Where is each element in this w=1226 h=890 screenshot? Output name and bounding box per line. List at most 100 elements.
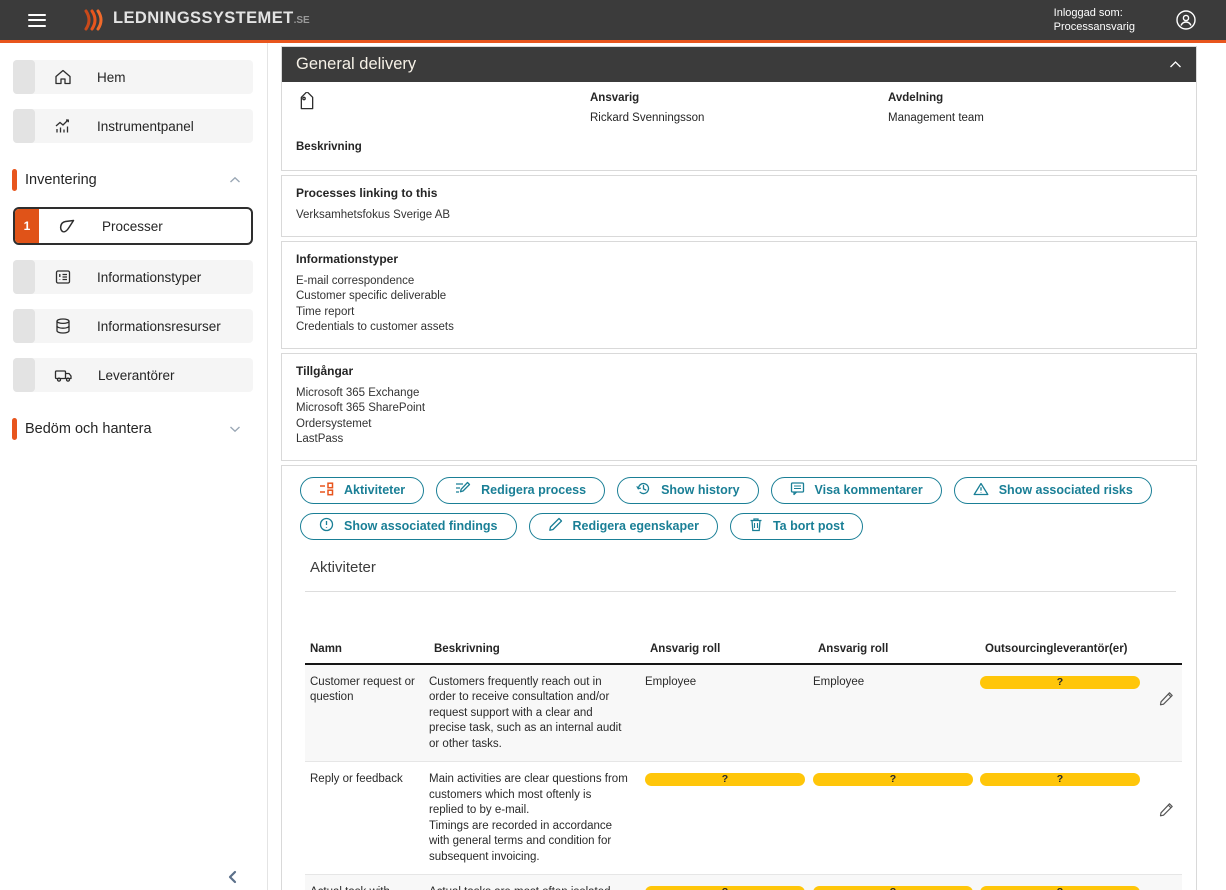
comments-icon xyxy=(790,481,805,499)
activities-card: Aktiviteter Redigera process xyxy=(281,464,1197,890)
column-header: Beskrivning xyxy=(434,642,500,655)
informationstyper-card: Informationstyper E-mail correspondence … xyxy=(281,240,1197,349)
role-unknown-badge[interactable]: ? xyxy=(645,886,805,890)
edit-process-icon xyxy=(455,481,471,499)
button-label: Show associated findings xyxy=(344,519,498,533)
linked-processes-card: Processes linking to this Verksamhetsfok… xyxy=(281,175,1197,237)
field-beskrivning-label: Beskrivning xyxy=(296,141,362,153)
sidebar-item-instrumentpanel[interactable]: Instrumentpanel xyxy=(13,109,253,143)
aktiviteter-button[interactable]: Aktiviteter xyxy=(300,476,425,504)
process-summary: Ansvarig Rickard Svenningsson Avdelning … xyxy=(282,82,1196,170)
warning-triangle-icon xyxy=(973,482,989,499)
sidebar-item-label: Processer xyxy=(102,218,163,234)
divider xyxy=(305,590,1176,592)
list-item: Time report xyxy=(296,305,355,318)
outsourcing-unknown-badge[interactable]: ? xyxy=(980,675,1140,689)
sidebar-section-bedom-och-hantera[interactable]: Bedöm och hantera xyxy=(12,418,253,440)
user-account-icon[interactable] xyxy=(1175,9,1197,31)
redigera-egenskaper-button[interactable]: Redigera egenskaper xyxy=(528,512,718,540)
collapse-chevron-up-icon[interactable] xyxy=(1169,60,1182,69)
activities-heading: Aktiviteter xyxy=(310,558,376,576)
tag-icon xyxy=(296,91,318,119)
list-item: LastPass xyxy=(296,433,344,445)
field-ansvarig: Ansvarig Rickard Svenningsson xyxy=(590,92,704,124)
logged-in-role: Processansvarig xyxy=(1053,21,1135,33)
section-label: Bedöm och hantera xyxy=(25,421,152,437)
info-types-icon xyxy=(54,268,72,286)
show-associated-findings-button[interactable]: Show associated findings xyxy=(300,512,517,540)
list-item: Customer specific deliverable xyxy=(296,290,447,302)
ta-bort-post-button[interactable]: Ta bort post xyxy=(729,512,864,540)
item-tile xyxy=(13,109,35,143)
process-icon xyxy=(58,217,77,235)
chevron-down-icon[interactable] xyxy=(229,425,241,433)
field-label: Ansvarig xyxy=(590,92,640,104)
column-header: Ansvarig roll xyxy=(650,642,721,655)
activity-name: Customer request or question xyxy=(310,675,415,704)
field-avdelning: Avdelning Management team xyxy=(888,92,984,124)
database-icon xyxy=(54,317,72,335)
sidebar-item-label: Informationstyper xyxy=(97,269,202,285)
item-tile xyxy=(13,358,35,392)
edit-row-pencil-icon[interactable] xyxy=(1159,691,1174,753)
section-title: Tillgångar xyxy=(296,363,354,378)
dashboard-chart-icon xyxy=(54,117,72,135)
role-value: Employee xyxy=(813,675,865,688)
field-label: Avdelning xyxy=(888,92,944,104)
list-item: Microsoft 365 SharePoint xyxy=(296,402,426,414)
linked-process-item: Verksamhetsfokus Sverige AB xyxy=(296,209,451,221)
outsourcing-unknown-badge[interactable]: ? xyxy=(980,773,1140,786)
activity-description: Customers frequently reach out in order … xyxy=(429,675,622,750)
role-unknown-badge[interactable]: ? xyxy=(813,773,973,786)
list-item: Ordersystemet xyxy=(296,417,372,430)
role-unknown-badge[interactable]: ? xyxy=(813,886,973,890)
app-logo[interactable]: LEDNINGSSYSTEMET .SE xyxy=(82,9,310,31)
sidebar-item-processer[interactable]: 1 Processer xyxy=(13,207,253,245)
show-history-button[interactable]: Show history xyxy=(617,476,759,504)
section-title: Informationstyper xyxy=(296,251,399,266)
button-label: Show history xyxy=(661,483,740,497)
sidebar-section-inventering[interactable]: Inventering xyxy=(12,169,253,191)
item-tile xyxy=(13,309,35,343)
item-badge: 1 xyxy=(15,209,39,243)
chevron-up-icon[interactable] xyxy=(229,176,241,184)
activity-description: Main activities are clear questions from… xyxy=(429,773,628,863)
logged-in-info: Inloggad som: Processansvarig xyxy=(1054,6,1135,34)
activities-icon xyxy=(319,481,334,499)
sidebar: Hem Instrumentpanel Inventering 1 xyxy=(0,43,268,890)
show-associated-risks-button[interactable]: Show associated risks xyxy=(953,476,1152,504)
column-header: Ansvarig roll xyxy=(818,642,889,655)
column-header: Namn xyxy=(310,642,342,655)
logged-in-label: Inloggad som: xyxy=(1053,7,1123,19)
hamburger-menu-icon[interactable] xyxy=(28,13,46,27)
item-tile xyxy=(13,260,35,294)
home-icon xyxy=(54,68,72,86)
sidebar-item-hem[interactable]: Hem xyxy=(13,60,253,94)
table-row: Customer request or question Customers f… xyxy=(305,664,1182,762)
role-value: Employee xyxy=(645,675,697,688)
sidebar-item-informationsresurser[interactable]: Informationsresurser xyxy=(13,309,253,343)
column-header: Outsourcingleverantör(er) xyxy=(985,642,1128,655)
trash-icon xyxy=(749,517,763,535)
role-unknown-badge[interactable]: ? xyxy=(645,773,805,786)
visa-kommentarer-button[interactable]: Visa kommentarer xyxy=(770,476,942,504)
button-label: Show associated risks xyxy=(998,483,1133,497)
section-accent-bar xyxy=(12,418,17,440)
sidebar-collapse-icon[interactable] xyxy=(227,870,237,884)
edit-row-pencil-icon[interactable] xyxy=(1159,802,1174,865)
sidebar-item-informationstyper[interactable]: Informationstyper xyxy=(13,260,253,294)
activity-name: Actual task with deliverable xyxy=(305,885,429,890)
field-value: Rickard Svenningsson xyxy=(590,112,705,124)
section-label: Inventering xyxy=(25,172,97,188)
list-item: Microsoft 365 Exchange xyxy=(296,386,420,399)
history-icon xyxy=(636,481,651,499)
page-title: General delivery xyxy=(296,55,417,73)
activity-description: Actual tasks are most often isolated sup… xyxy=(429,885,645,890)
activity-name: Reply or feedback xyxy=(310,773,403,785)
button-label: Redigera process xyxy=(481,483,587,497)
redigera-process-button[interactable]: Redigera process xyxy=(436,476,606,504)
truck-icon xyxy=(54,366,73,384)
field-value: Management team xyxy=(888,112,984,124)
sidebar-item-leverantorer[interactable]: Leverantörer xyxy=(13,358,253,392)
outsourcing-unknown-badge[interactable]: ? xyxy=(980,886,1140,890)
